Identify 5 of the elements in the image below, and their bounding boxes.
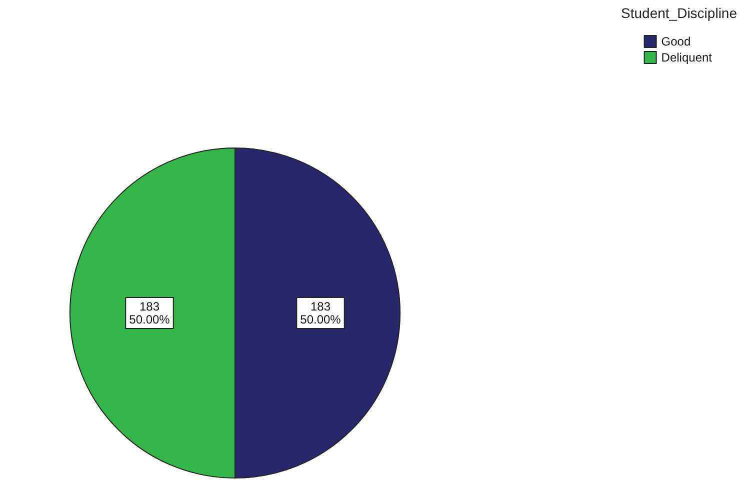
data-label: 183 50.00% (300, 300, 342, 326)
legend-title: Student_Discipline (621, 5, 738, 21)
legend-label: Deliquent (661, 50, 713, 64)
data-label: 183 50.00% (129, 300, 170, 326)
legend-label: Good (661, 34, 691, 48)
